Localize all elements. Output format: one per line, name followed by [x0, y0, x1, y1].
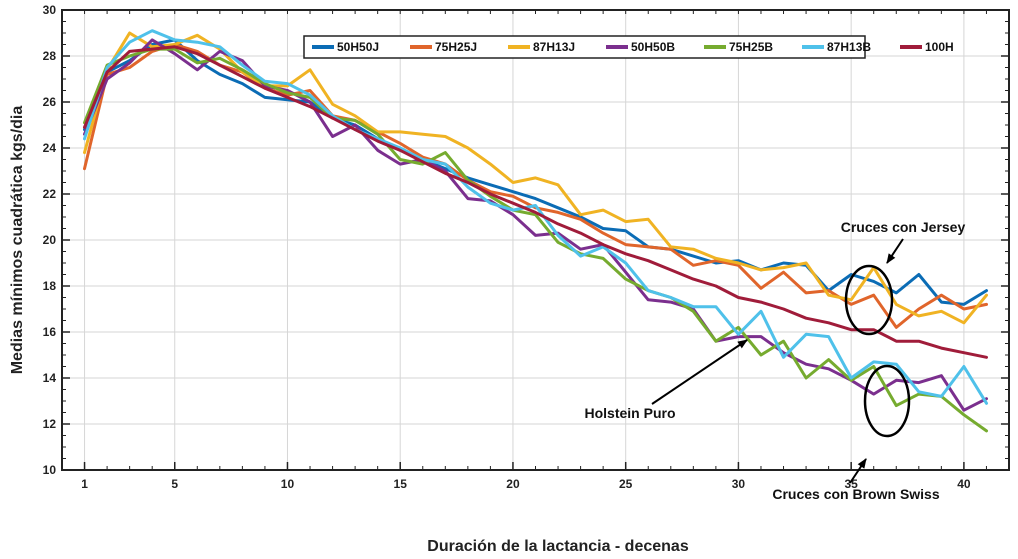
legend-label: 75H25J	[435, 40, 477, 54]
legend-label: 50H50B	[631, 40, 675, 54]
annotation-brown-swiss: Cruces con Brown Swiss	[772, 486, 939, 502]
holstein-arrow	[651, 339, 748, 405]
brown-swiss-ellipse	[863, 364, 911, 438]
y-tick-label: 16	[43, 325, 57, 339]
annotation-jersey: Cruces con Jersey	[841, 219, 966, 235]
y-axis-title: Medias mínimos cuadrática kgs/dia	[9, 106, 26, 375]
annotations: Cruces con Jersey Holstein Puro Cruces c…	[584, 219, 965, 502]
x-tick-label: 1	[81, 477, 88, 491]
x-tick-label: 15	[394, 477, 408, 491]
x-tick-label: 40	[957, 477, 971, 491]
y-tick-label: 10	[43, 463, 57, 477]
y-tick-label: 24	[43, 141, 57, 155]
y-tick-label: 30	[43, 3, 57, 17]
legend-label: 100H	[925, 40, 954, 54]
legend-box	[303, 35, 866, 59]
series-line-87h13b	[83, 29, 988, 405]
legend-label: 87H13B	[827, 40, 871, 54]
y-tick-label: 20	[43, 233, 57, 247]
y-tick-label: 14	[43, 371, 57, 385]
brown-swiss-arrow	[849, 458, 867, 484]
x-tick-label: 30	[732, 477, 746, 491]
x-tick-label: 10	[281, 477, 295, 491]
y-tick-label: 26	[43, 95, 57, 109]
y-tick-label: 28	[43, 49, 57, 63]
x-axis-title: Duración de la lactancia - decenas	[427, 538, 689, 555]
x-tick-label: 25	[619, 477, 633, 491]
legend-label: 75H25B	[729, 40, 773, 54]
legend-label: 87H13J	[533, 40, 575, 54]
y-tick-label: 18	[43, 279, 57, 293]
legend: 50H50J 75H25J 87H13J 50H50B 75H25B 87H13B 100H	[303, 35, 954, 59]
legend-label: 50H50J	[337, 40, 379, 54]
series-line-50h50j	[83, 38, 988, 306]
x-tick-label: 20	[506, 477, 520, 491]
jersey-arrow	[886, 238, 904, 264]
x-tick-label: 35	[844, 477, 858, 491]
series-line-100h	[83, 45, 988, 359]
x-tick-label: 5	[171, 477, 178, 491]
annotation-holstein: Holstein Puro	[584, 405, 675, 421]
jersey-ellipse	[844, 264, 894, 336]
axis-ticks	[62, 9, 1009, 471]
series-lines	[83, 29, 988, 433]
y-tick-label: 12	[43, 417, 57, 431]
series-line-75h25b	[83, 47, 988, 433]
y-tick-label: 22	[43, 187, 57, 201]
